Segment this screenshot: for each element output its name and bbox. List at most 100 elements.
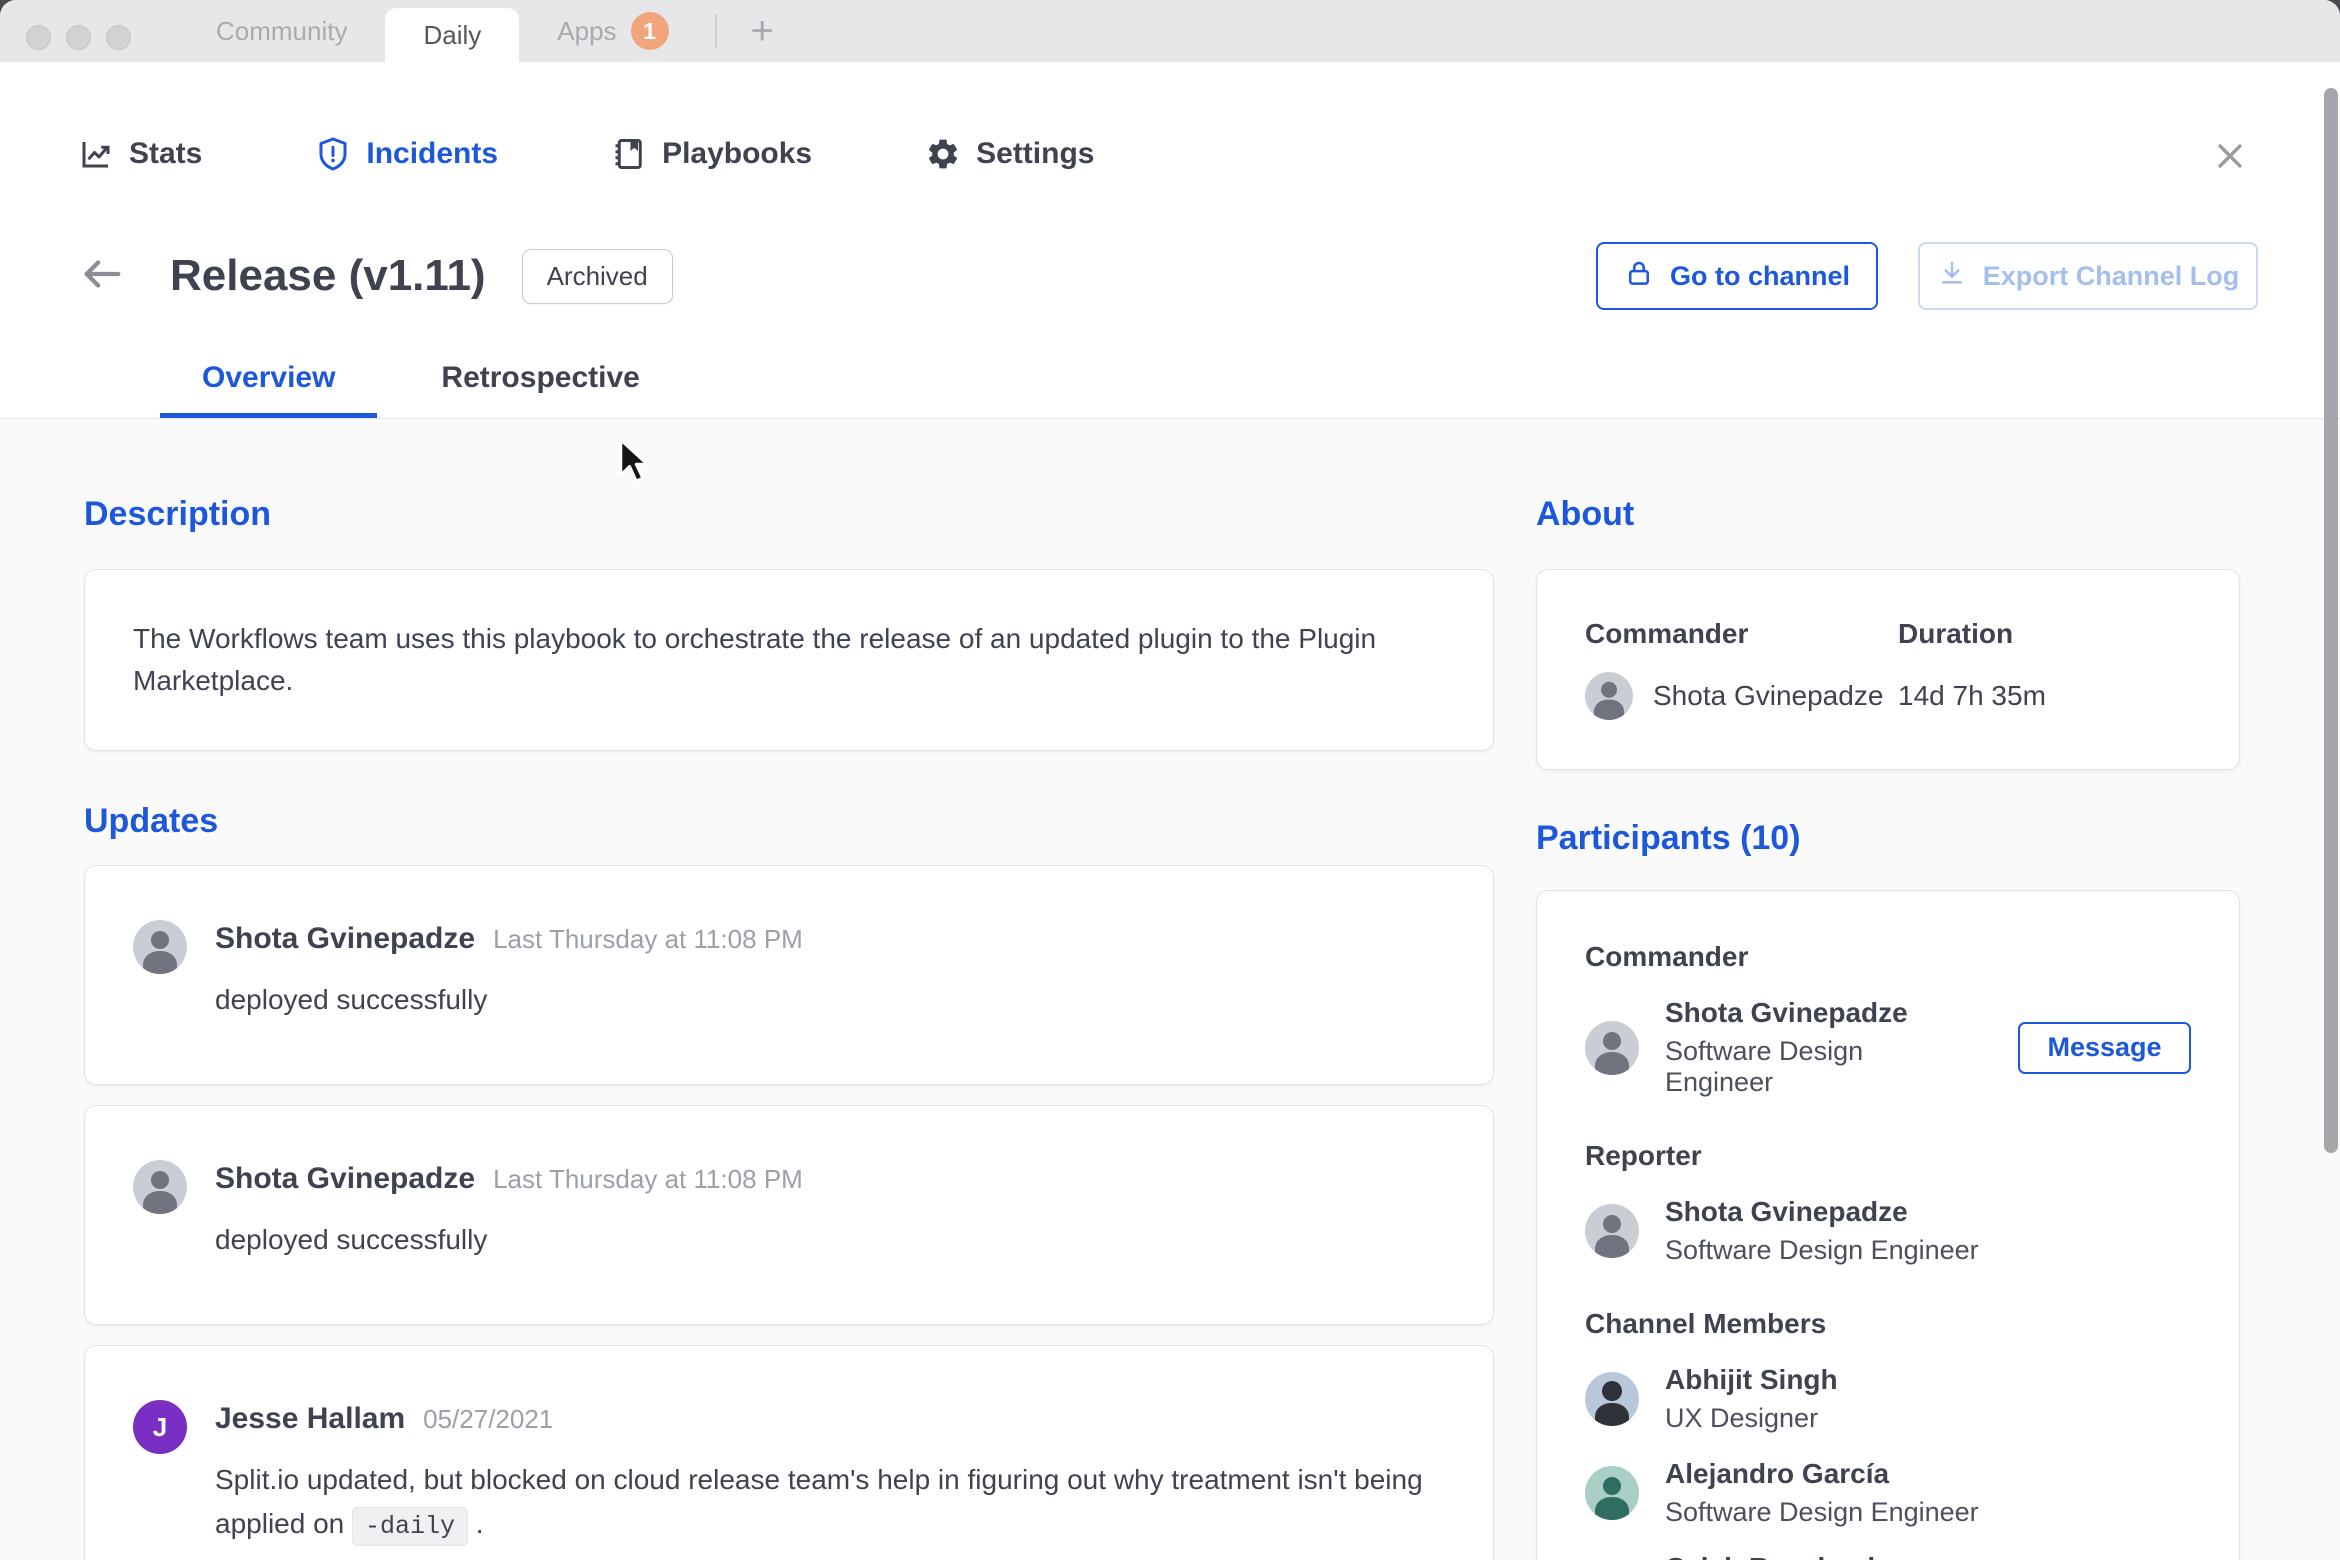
avatar [133,1160,187,1214]
main-content: Description The Workflows team uses this… [0,420,2340,1560]
nav-playbooks-label: Playbooks [662,137,813,170]
update-message: deployed successfully [215,1224,488,1255]
export-channel-log-button[interactable]: Export Channel Log [1918,242,2258,310]
traffic-lights [26,25,131,50]
unread-badge: 1 [630,12,669,50]
duration-label: Duration [1898,618,2014,649]
notebook-icon [611,136,647,172]
updates-heading: Updates [84,802,219,840]
tab-community-label: Community [216,15,348,46]
nav-playbooks[interactable]: Playbooks [611,136,812,172]
update-author[interactable]: Jesse Hallam [215,1402,406,1435]
about-card: Commander Shota Gvinepadze Duration 14d … [1536,569,2240,770]
browser-tabs: Community Daily Apps 1 + [178,0,800,62]
update-card: Shota Gvinepadze Last Thursday at 11:08 … [84,865,1494,1085]
title-row: Release (v1.11) Archived Go to channel E… [78,242,2258,310]
header: Stats Incidents [0,62,2340,419]
about-heading: About [1536,495,1635,533]
inline-code-chip: -daily [352,1507,469,1546]
update-timestamp: Last Thursday at 11:08 PM [493,924,803,954]
update-message: deployed successfully [215,984,488,1015]
avatar [1585,1020,1639,1075]
update-card: Shota Gvinepadze Last Thursday at 11:08 … [84,1105,1494,1325]
description-card: The Workflows team uses this playbook to… [84,569,1494,751]
update-author[interactable]: Shota Gvinepadze [215,922,476,955]
commander-label: Commander [1585,618,1749,649]
tab-apps-label: Apps [557,15,617,46]
avatar [1585,1372,1639,1426]
participant-role: Software Design Engineer [1665,1036,1864,1097]
tab-divider [714,14,717,48]
participant-name[interactable]: Shota Gvinepadze [1665,997,1908,1028]
update-timestamp: Last Thursday at 11:08 PM [493,1164,803,1194]
participant-name[interactable]: Abhijit Singh [1665,1364,1838,1395]
tab-overview[interactable]: Overview [160,361,378,418]
tab-daily[interactable]: Daily [385,8,520,62]
go-to-channel-label: Go to channel [1669,260,1850,291]
close-window-icon[interactable] [26,25,51,50]
nav-incidents[interactable]: Incidents [315,136,498,172]
go-to-channel-button[interactable]: Go to channel [1596,242,1878,310]
participant-row: Alejandro García Software Design Enginee… [1585,1458,2191,1528]
participant-row: Shota Gvinepadze Software Design Enginee… [1585,997,2191,1098]
lock-icon [1624,258,1654,295]
avatar-initial: J [152,1411,168,1442]
update-author[interactable]: Shota Gvinepadze [215,1162,476,1195]
export-channel-log-label: Export Channel Log [1982,260,2240,291]
avatar [1585,672,1633,720]
avatar [1585,1204,1639,1258]
participant-row: Shota Gvinepadze Software Design Enginee… [1585,1196,2191,1266]
top-navigation: Stats Incidents [78,136,1094,172]
participants-heading: Participants (10) [1536,819,1801,857]
nav-settings-label: Settings [976,137,1095,170]
reporter-label: Reporter [1585,1140,1702,1171]
participant-role: UX Designer [1665,1403,1819,1433]
participant-name[interactable]: Caleb Roseland [1665,1552,2001,1560]
update-timestamp: 05/27/2021 [423,1404,554,1434]
tab-retrospective[interactable]: Retrospective [441,361,640,394]
close-icon [2213,139,2247,178]
maximize-window-icon[interactable] [106,25,131,50]
duration-value: 14d 7h 35m [1898,680,2046,711]
channel-members-label: Channel Members [1585,1308,1827,1339]
left-column: Description The Workflows team uses this… [84,420,1494,1560]
nav-stats[interactable]: Stats [78,136,202,172]
gear-icon [925,136,961,172]
nav-stats-label: Stats [129,137,203,170]
chart-line-icon [78,136,114,172]
avatar [133,920,187,974]
tab-daily-label: Daily [423,19,482,50]
commander-name[interactable]: Shota Gvinepadze [1653,680,1884,711]
avatar: J [133,1400,187,1454]
download-icon [1937,258,1967,295]
nav-incidents-label: Incidents [366,137,499,170]
shield-exclamation-icon [315,136,351,172]
participant-role: Software Design Engineer [1665,1235,1979,1265]
status-badge: Archived [521,248,673,304]
message-button[interactable]: Message [2018,1021,2191,1074]
description-heading: Description [84,495,272,533]
message-text: Split.io updated, but blocked on cloud r… [215,1464,1423,1539]
participant-row: C Caleb Roseland Software Design Enginee… [1585,1552,2191,1560]
participant-role: Software Design Engineer [1665,1497,1979,1527]
participant-row: Abhijit Singh UX Designer [1585,1364,2191,1434]
back-button[interactable] [78,249,132,303]
new-tab-button[interactable]: + [750,8,774,53]
participants-commander-label: Commander [1585,941,1749,972]
tab-community[interactable]: Community [178,0,385,62]
scrollbar-thumb[interactable] [2324,88,2338,1153]
participants-card: Commander Shota Gvinepadze Software Desi… [1536,890,2240,1560]
avatar [1585,1466,1639,1520]
nav-settings[interactable]: Settings [925,136,1094,172]
update-card: J Jesse Hallam 05/27/2021 Split.io updat… [84,1345,1494,1560]
page-tabs: Overview Retrospective [160,361,682,418]
tab-apps[interactable]: Apps 1 [519,0,706,62]
update-message: Split.io updated, but blocked on cloud r… [215,1458,1445,1549]
close-panel-button[interactable] [2208,136,2252,180]
right-column: About Commander Shota Gvinepadze Duratio… [1536,420,2240,1560]
message-text: . [468,1508,484,1539]
minimize-window-icon[interactable] [66,25,91,50]
participant-name[interactable]: Alejandro García [1665,1458,1890,1489]
participant-name[interactable]: Shota Gvinepadze [1665,1196,1908,1227]
